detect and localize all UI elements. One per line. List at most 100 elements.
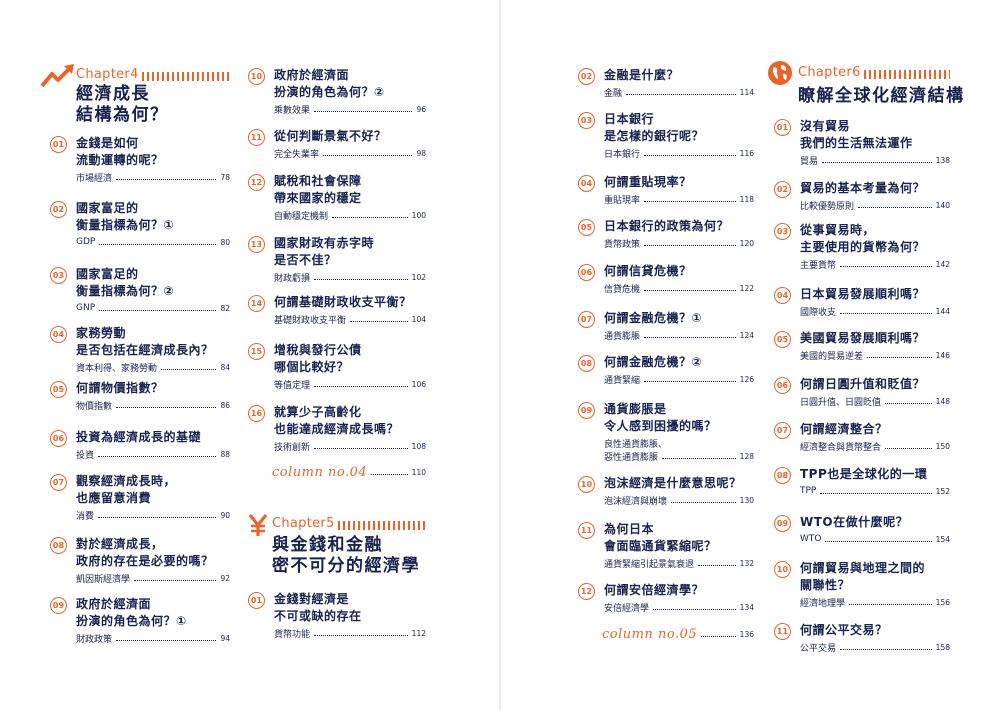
toc-entry[interactable]: 08 對於經濟成長， 政府的存在是必要的嗎？ 凱因斯經濟學 92 — [50, 536, 230, 586]
entry-keyword-line: GDP 80 — [76, 235, 230, 249]
toc-entry[interactable]: 09 政府於經濟面 扮演的角色為何？① 財政政策 94 — [50, 596, 230, 646]
toc-entry[interactable]: 12 賦稅和社會保障 帶來國家的穩定 自動穩定機制 100 — [248, 173, 426, 223]
toc-entry[interactable]: 04 何謂重貼現率？ 重貼現率 118 — [578, 174, 754, 207]
toc-entry[interactable]: 11 從何判斷景氣不好？ 完全失業率 98 — [248, 128, 426, 161]
leader-dots — [161, 368, 217, 370]
toc-entry[interactable]: 11 何謂公平交易？ 公平交易 158 — [774, 622, 950, 655]
entry-number-badge: 04 — [50, 326, 67, 343]
leader-dots — [840, 265, 932, 267]
toc-entry[interactable]: 03 日本銀行 是怎樣的銀行呢？ 日本銀行 116 — [578, 111, 754, 161]
toc-entry[interactable]: 09 WTO在做什麼呢？ WTO 154 — [774, 514, 950, 547]
toc-entry[interactable]: 03 國家富足的 衡量指標為何？② GNP 82 — [50, 266, 230, 316]
chapter4-header: Chapter4 經濟成長 結構為何？ — [40, 62, 230, 132]
entry-number-badge: 07 — [578, 311, 595, 328]
entry-number-badge: 01 — [774, 119, 791, 136]
toc-entry[interactable]: 12 何謂安倍經濟學？ 安倍經濟學 134 — [578, 582, 754, 615]
entry-title: 何謂安倍經濟學？ — [604, 583, 705, 597]
leader-dots — [99, 243, 217, 245]
toc-entry[interactable]: 15 增稅與發行公債 哪個比較好？ 等值定理 106 — [248, 342, 426, 392]
entry-keyword-text: TPP — [800, 486, 817, 496]
toc-entry[interactable]: 11 為何日本 會面臨通貨緊縮呢？ 通貨緊縮引起景氣衰退 132 — [578, 521, 754, 571]
entry-title: 從何判斷景氣不好？ — [274, 129, 387, 143]
entry-keyword-line: 凱因斯經濟學 92 — [76, 571, 230, 585]
toc-entry[interactable]: 05 何謂物價指數？ 物價指數 86 — [50, 380, 230, 413]
toc-entry[interactable]: 05 美國貿易發展順利嗎？ 美國的貿易逆差 146 — [774, 330, 950, 363]
toc-entry[interactable]: 08 TPP也是全球化的一環 TPP 152 — [774, 466, 950, 499]
entry-number-badge: 05 — [50, 381, 67, 398]
entry-keyword-text: GNP — [76, 303, 96, 313]
toc-entry[interactable]: 08 何謂金融危機？② 通貨緊縮 126 — [578, 354, 754, 387]
toc-entry[interactable]: 14 何謂基礎財政收支平衡？ 基礎財政收支平衡 104 — [248, 294, 426, 327]
column-label: column no.04 — [272, 464, 368, 480]
entry-number-badge: 02 — [50, 201, 67, 218]
entry-keyword-text: 經濟地理學 — [800, 598, 846, 609]
toc-entry[interactable]: 07 何謂經濟整合？ 經濟整合與貨幣整合 150 — [774, 421, 950, 454]
toc-entry[interactable]: 01 金錢是如何 流動運轉的呢？ 市場經濟 78 — [50, 135, 230, 185]
chapter-title: 經濟成長 結構為何？ — [76, 84, 169, 125]
entry-number-badge: 07 — [50, 474, 67, 491]
entry-title: 貿易的基本考量為何？ — [800, 181, 926, 195]
toc-entry[interactable]: 02 國家富足的 衡量指標為何？① GDP 80 — [50, 200, 230, 250]
entry-keyword-line: 主要貨幣 142 — [800, 257, 950, 271]
toc-entry[interactable]: 01 金錢對經濟是 不可或缺的存在 貨幣功能 112 — [248, 591, 426, 641]
page-number: 126 — [739, 374, 754, 384]
entry-title: 金錢對經濟是 不可或缺的存在 — [274, 592, 362, 623]
entry-keyword-text: 乘數效果 — [274, 105, 311, 116]
toc-entry[interactable]: 13 國家財政有赤字時 是否不佳？ 財政虧損 102 — [248, 235, 426, 285]
column-05-row: column no.05 136 — [602, 624, 754, 644]
chapter-bars — [864, 70, 950, 79]
toc-entry[interactable]: 06 何謂日圓升值和貶值？ 日圓升值、日圓貶值 148 — [774, 376, 950, 409]
page-number: 146 — [935, 350, 950, 360]
left-page: Chapter4 經濟成長 結構為何？ 01 金錢是如何 流動運轉的呢？ 市場經濟 7… — [40, 62, 426, 646]
entry-number-badge: 03 — [578, 112, 595, 129]
toc-entry[interactable]: 07 何謂金融危機？① 通貨膨脹 124 — [578, 310, 754, 343]
entry-title: 政府於經濟面 扮演的角色為何？② — [274, 68, 385, 99]
entry-title: 金融是什麼？ — [604, 68, 680, 82]
leader-dots — [820, 492, 932, 494]
toc-entry[interactable]: 02 貿易的基本考量為何？ 比較優勢原則 140 — [774, 180, 950, 213]
toc-entry[interactable]: 04 家務勞動 是否包括在經濟成長內？ 資本利得、家務勞動 84 — [50, 325, 230, 375]
toc-entry[interactable]: 10 泡沫經濟是什麼意思呢？ 泡沫經濟與崩壞 130 — [578, 475, 754, 508]
entry-keyword-line: 貿易 138 — [800, 153, 950, 167]
entry-title: 何謂金融危機？① — [604, 311, 703, 325]
page-number: 108 — [411, 441, 426, 451]
toc-entry[interactable]: 05 日本銀行的政策為何？ 貨幣政策 120 — [578, 218, 754, 251]
page-number: 116 — [739, 148, 754, 158]
toc-entry[interactable]: 09 通貨膨脹是 令人感到困擾的嗎？ 良性通貨膨脹、 惡性通貨膨脹 128 — [578, 401, 754, 465]
leader-dots — [371, 473, 408, 475]
leader-dots — [671, 501, 736, 503]
toc-entry[interactable]: 02 金融是什麼？ 金融 114 — [578, 67, 754, 100]
page-number: 104 — [411, 314, 426, 324]
entry-keyword-text: 自動穩定機制 — [274, 211, 329, 222]
page-number: 94 — [220, 633, 230, 643]
entry-keyword-line: 技術創新 108 — [274, 439, 426, 453]
page-number: 90 — [220, 510, 230, 520]
chapter-title: 瞭解全球化經濟結構 — [798, 86, 965, 106]
toc-entry[interactable]: 06 投資為經濟成長的基礎 投資 88 — [50, 429, 230, 462]
entry-keyword-text: 惡性通貨膨脹 — [604, 452, 659, 463]
page-number: 142 — [935, 259, 950, 269]
toc-entry[interactable]: 03 從事貿易時， 主要使用的貨幣為何？ 主要貨幣 142 — [774, 222, 950, 272]
toc-entry[interactable]: 10 何謂貿易與地理之間的 關聯性？ 經濟地理學 156 — [774, 560, 950, 610]
chapter-bars — [142, 72, 230, 81]
entry-keyword-line: 市場經濟 78 — [76, 170, 230, 184]
toc-entry[interactable]: 04 日本貿易發展順利嗎？ 國際收支 144 — [774, 286, 950, 319]
entry-keyword-text: 資本利得、家務勞動 — [76, 363, 158, 374]
toc-entry[interactable]: 06 何謂信貸危機？ 信貸危機 122 — [578, 263, 754, 296]
entry-keyword-line: 財政政策 94 — [76, 631, 230, 645]
entry-title: 投資為經濟成長的基礎 — [76, 430, 202, 444]
entry-keyword-text: 等值定理 — [274, 380, 311, 391]
toc-entry[interactable]: 07 觀察經濟成長時， 也應留意消費 消費 90 — [50, 473, 230, 523]
entry-number-badge: 16 — [248, 405, 265, 422]
toc-entry[interactable]: 16 就算少子高齡化 也能達成經濟成長嗎？ 技術創新 108 — [248, 404, 426, 454]
entry-title: 日本銀行的政策為何？ — [604, 219, 730, 233]
leader-dots — [98, 516, 217, 518]
page-number: 156 — [935, 597, 950, 607]
leader-dots — [840, 312, 932, 314]
toc-entry[interactable]: 10 政府於經濟面 扮演的角色為何？② 乘數效果 96 — [248, 67, 426, 117]
entry-keyword-text: GDP — [76, 237, 96, 247]
toc-entry[interactable]: 01 沒有貿易 我們的生活無法運作 貿易 138 — [774, 118, 950, 168]
leader-dots — [323, 154, 413, 156]
entry-keyword-text: 公平交易 — [800, 643, 837, 654]
leader-dots — [653, 608, 736, 610]
